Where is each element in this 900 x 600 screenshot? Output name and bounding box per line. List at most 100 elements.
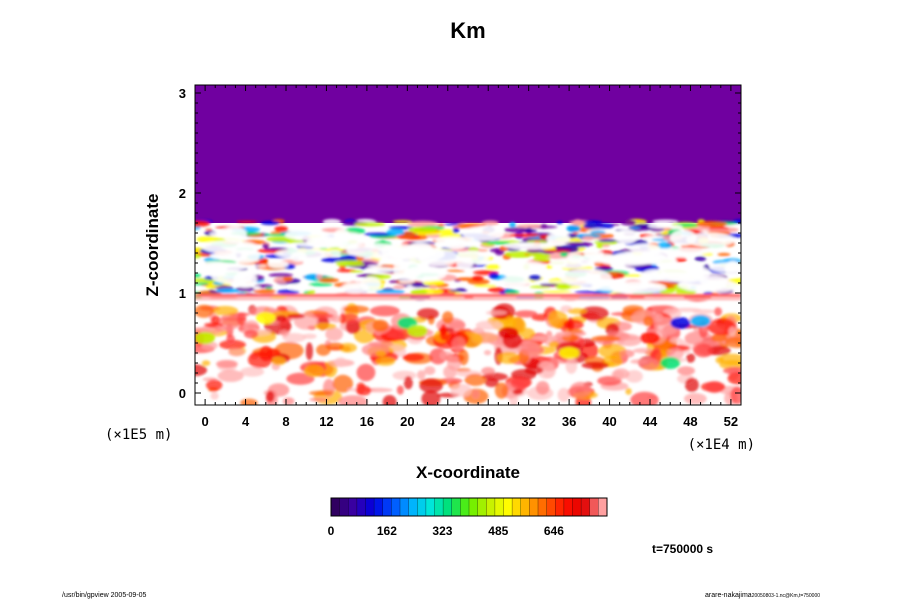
x-tick-label: 24 xyxy=(441,414,456,429)
field-streak xyxy=(363,232,393,236)
upper-uniform-region xyxy=(195,85,741,223)
field-eddy xyxy=(510,376,531,390)
colorbar: 0 162 323 485 646 xyxy=(328,497,608,538)
x-tick-label: 28 xyxy=(481,414,495,429)
y-tick-label: 3 xyxy=(179,86,186,101)
field-eddy xyxy=(591,335,621,342)
field-eddy xyxy=(730,386,741,405)
field-eddy xyxy=(287,313,305,319)
field-eddy xyxy=(356,363,376,382)
field-eddy xyxy=(707,345,731,356)
colorbar-frame xyxy=(330,497,608,517)
field-feature xyxy=(559,347,580,359)
field-eddy xyxy=(402,353,425,362)
field-eddy xyxy=(535,380,550,395)
field-gap xyxy=(456,250,490,264)
field-streak xyxy=(400,231,416,238)
field-eddy xyxy=(536,361,556,379)
field-streak xyxy=(620,274,644,277)
field-eddy xyxy=(458,349,469,366)
field-streak xyxy=(375,289,405,295)
y-axis-label: Z-coordinate xyxy=(143,194,162,297)
field-gap xyxy=(290,251,307,262)
field-streak xyxy=(503,227,530,233)
colorbar-cell xyxy=(460,498,470,516)
field-gap xyxy=(550,257,593,269)
field-eddy xyxy=(243,320,259,332)
field-eddy xyxy=(369,305,400,317)
colorbar-cell xyxy=(374,498,384,516)
colorbar-cell xyxy=(486,498,496,516)
x-tick-label: 0 xyxy=(201,414,208,429)
field-streak xyxy=(282,276,293,282)
x-tick-label: 16 xyxy=(360,414,374,429)
field-streak xyxy=(652,219,679,224)
field-eddy xyxy=(528,335,558,342)
colorbar-cell xyxy=(451,498,461,516)
field-gap xyxy=(462,226,505,241)
field-eddy xyxy=(243,329,259,339)
field-eddy xyxy=(419,378,443,393)
field-eddy xyxy=(630,391,659,405)
colorbar-cell xyxy=(563,498,573,516)
field-eddy xyxy=(711,333,728,343)
field-feature xyxy=(690,315,711,327)
field-eddy xyxy=(450,384,472,397)
field-streak xyxy=(696,220,728,228)
colorbar-cell xyxy=(589,498,599,516)
colorbar-tick-label: 485 xyxy=(488,524,508,538)
field-streak xyxy=(336,263,366,267)
field-gap xyxy=(403,265,447,282)
field-eddy xyxy=(286,372,315,385)
field-eddy xyxy=(331,315,342,323)
field-streak xyxy=(452,227,460,234)
field-eddy xyxy=(557,387,571,402)
field-eddy xyxy=(219,339,246,350)
field-streak xyxy=(485,264,502,270)
field-streak xyxy=(642,267,654,270)
field-streak xyxy=(449,219,466,224)
x-tick-label: 48 xyxy=(683,414,697,429)
field-eddy xyxy=(483,349,492,356)
field-gap xyxy=(579,253,619,263)
field-eddy xyxy=(195,304,214,318)
field-eddy xyxy=(692,309,716,314)
field-streak xyxy=(235,286,257,292)
field-eddy xyxy=(464,373,487,386)
colorbar-cell xyxy=(365,498,375,516)
x-tick-label: 12 xyxy=(319,414,333,429)
field-eddy xyxy=(210,392,219,400)
field-streak xyxy=(504,250,534,258)
field-streak xyxy=(437,223,445,227)
turbulent-layer xyxy=(195,218,741,405)
field-eddy xyxy=(325,327,344,342)
colorbar-cell xyxy=(494,498,504,516)
colorbar-cell xyxy=(417,498,427,516)
x-tick-label: 44 xyxy=(643,414,658,429)
field-streak xyxy=(205,228,213,231)
time-label: t=750000 s xyxy=(652,542,713,556)
field-eddy xyxy=(598,343,627,359)
field-eddy xyxy=(282,333,307,343)
x-tick-label: 32 xyxy=(521,414,535,429)
field-gap xyxy=(289,284,312,292)
field-eddy xyxy=(372,319,389,332)
field-eddy xyxy=(555,331,572,337)
colorbar-cell xyxy=(348,498,358,516)
field-eddy xyxy=(725,336,741,348)
field-eddy xyxy=(280,329,289,336)
field-eddy xyxy=(512,389,524,395)
field-streak xyxy=(316,274,323,280)
field-eddy xyxy=(417,370,426,380)
field-streak xyxy=(252,264,268,268)
footer-left: /usr/bin/gpview 2005-09-05 xyxy=(62,592,147,599)
field-eddy xyxy=(597,375,622,386)
colorbar-cell xyxy=(339,498,349,516)
field-streak xyxy=(583,220,603,224)
field-gap xyxy=(615,229,639,244)
field-streak xyxy=(388,280,398,283)
field-eddy xyxy=(382,394,397,405)
field-eddy xyxy=(282,397,295,405)
field-streak xyxy=(656,242,672,249)
field-streak xyxy=(598,239,617,243)
